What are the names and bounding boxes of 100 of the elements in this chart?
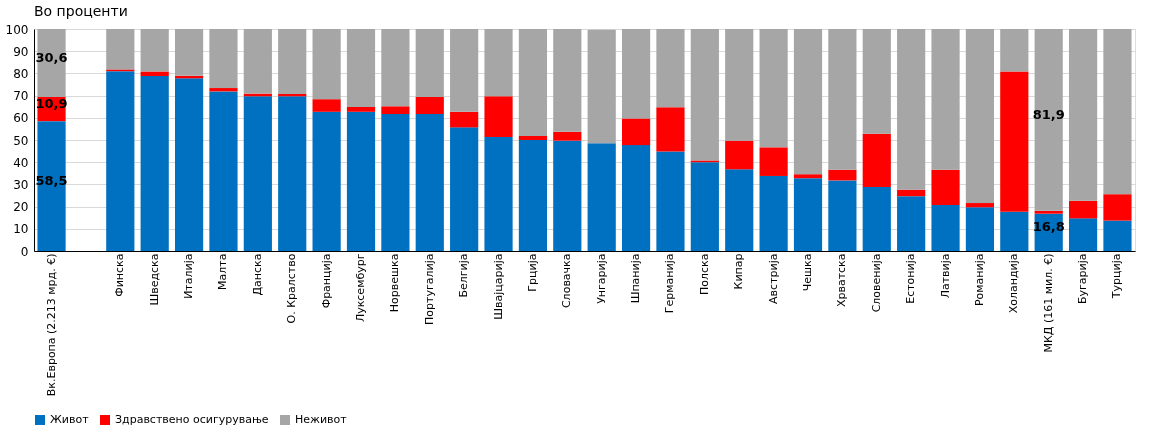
- bar: [793, 29, 823, 175]
- bar: [690, 29, 719, 161]
- x-tick-label: Грција: [525, 253, 539, 292]
- x-tick-label: Холандија: [1007, 253, 1021, 314]
- bar: [484, 137, 513, 251]
- x-tick-label: Бугарија: [1076, 253, 1090, 305]
- bar: [106, 71, 135, 251]
- bar: [346, 29, 376, 107]
- x-tick-label: Вк.Европа (2.213 мрд. €): [44, 253, 58, 397]
- bar: [1000, 71, 1029, 212]
- bar: [37, 29, 66, 97]
- bar: [1068, 218, 1098, 251]
- bar: [346, 106, 376, 112]
- bar: [1068, 29, 1098, 201]
- x-tick-label: Португалија: [422, 253, 436, 325]
- bar: [965, 29, 995, 204]
- bar: [37, 121, 66, 251]
- bar: [759, 29, 788, 148]
- bar: [140, 76, 169, 251]
- x-tick-label: Малта: [216, 253, 230, 290]
- bar: [518, 29, 548, 136]
- bar: [1103, 29, 1132, 195]
- bar: [346, 111, 376, 251]
- bar: [725, 140, 754, 170]
- x-tick-label: Норвешка: [388, 253, 402, 313]
- x-tick-label: Финска: [113, 253, 127, 297]
- bar: [174, 29, 204, 76]
- bar: [1000, 29, 1029, 72]
- x-tick-label: МКД (161 мил. €): [1041, 253, 1055, 353]
- x-tick-label: Романија: [972, 253, 986, 307]
- bar: [209, 91, 238, 251]
- bar: [793, 178, 823, 251]
- bar: [518, 140, 548, 251]
- bar: [759, 147, 788, 176]
- bar: [484, 96, 513, 138]
- bar: [1068, 200, 1098, 219]
- bar: [621, 29, 651, 119]
- bar: [725, 29, 754, 141]
- bar: [415, 29, 444, 97]
- bar: [897, 189, 926, 197]
- y-tick-label: 10: [13, 222, 29, 237]
- y-tick-label: 90: [13, 44, 29, 59]
- bar: [278, 29, 307, 95]
- bar: [553, 131, 582, 141]
- y-tick-label: 50: [13, 133, 29, 148]
- legend-label: Здравствено осигурување: [115, 413, 269, 426]
- bar: [897, 196, 926, 251]
- bar: [690, 162, 719, 251]
- bar: [828, 180, 857, 251]
- bar: [587, 143, 616, 251]
- x-tick-label: Германија: [663, 253, 677, 314]
- x-tick-label: Латвија: [938, 253, 952, 299]
- x-tick-label: Турција: [1110, 253, 1124, 300]
- bar: [828, 29, 857, 170]
- bar: [312, 111, 341, 251]
- bar: [381, 114, 410, 251]
- bar: [1000, 211, 1029, 251]
- bar: [621, 118, 651, 146]
- x-tick-label: О. Кралство: [285, 253, 299, 324]
- bar: [243, 29, 272, 94]
- x-tick-label: Франција: [319, 253, 333, 309]
- x-tick-label: Белгија: [457, 253, 471, 298]
- x-tick-label: Словачка: [560, 253, 574, 309]
- bar: [656, 151, 685, 251]
- bar: [862, 187, 891, 251]
- x-tick-label: Данска: [250, 253, 264, 296]
- x-tick-label: Италија: [182, 253, 196, 299]
- bar: [897, 29, 926, 190]
- bar: [793, 174, 823, 179]
- bar: [140, 29, 169, 72]
- bar: [656, 29, 685, 108]
- legend-label: Неживот: [295, 413, 348, 426]
- bar: [518, 136, 548, 140]
- bar: [965, 203, 995, 208]
- x-tick-label: Австрија: [766, 253, 780, 304]
- bar: [931, 205, 960, 251]
- x-tick-label: Швајцарија: [491, 253, 505, 320]
- data-label: 81,9: [1032, 106, 1065, 122]
- bar: [312, 99, 341, 112]
- bar: [312, 29, 341, 100]
- bar: [278, 96, 307, 251]
- bar: [209, 29, 238, 89]
- legend-label: Живот: [50, 413, 90, 426]
- bar: [621, 145, 651, 251]
- bar: [140, 71, 169, 77]
- y-tick-label: 60: [13, 111, 29, 126]
- bar: [450, 127, 479, 251]
- x-tick-label: Унгарија: [594, 253, 608, 304]
- bar: [553, 29, 582, 132]
- y-tick-label: 40: [13, 155, 29, 170]
- bar: [759, 175, 788, 251]
- bar: [862, 29, 891, 134]
- bar: [656, 107, 685, 152]
- y-tick-label: 100: [5, 22, 29, 37]
- data-label: 30,6: [35, 49, 68, 65]
- bar: [587, 29, 616, 144]
- bar: [450, 111, 479, 128]
- bar: [243, 96, 272, 251]
- y-tick-label: 30: [13, 177, 29, 192]
- x-tick-label: Луксембург: [354, 253, 367, 323]
